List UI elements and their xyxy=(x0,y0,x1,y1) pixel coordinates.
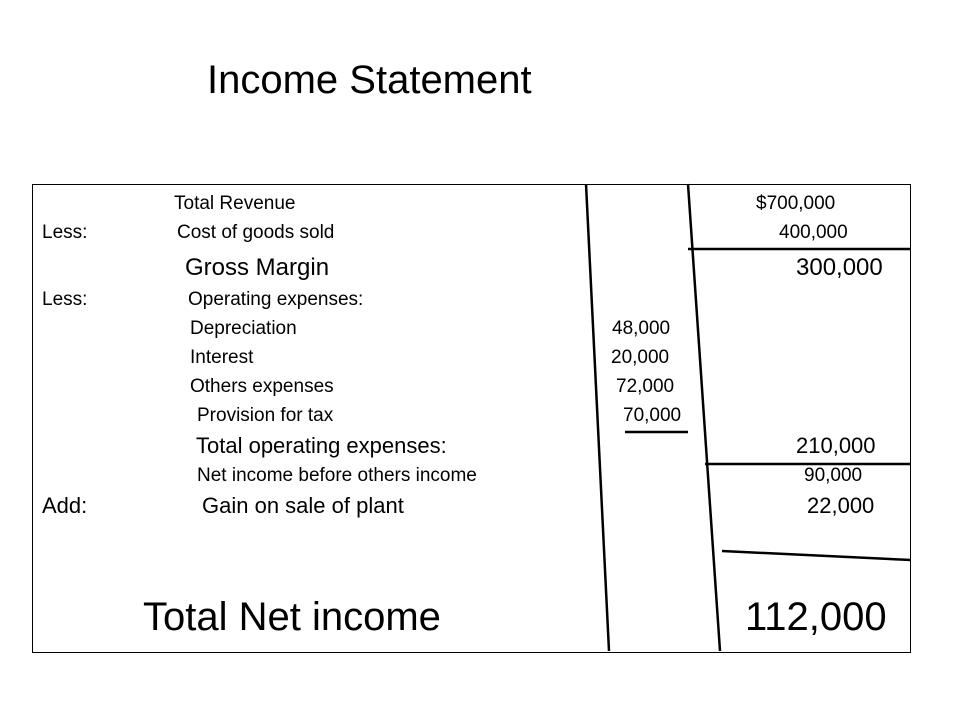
other-expenses-label: Others expenses xyxy=(190,376,334,397)
interest-label: Interest xyxy=(190,347,254,368)
gross-margin-label: Gross Margin xyxy=(185,254,330,281)
cogs-amount: 400,000 xyxy=(779,222,848,243)
operating-prefix: Less: xyxy=(42,289,88,310)
total-net-income-label: Total Net income xyxy=(143,595,441,639)
operating-header-label: Operating expenses: xyxy=(188,289,364,310)
gain-amount: 22,000 xyxy=(807,493,875,518)
gain-prefix: Add: xyxy=(42,493,88,518)
total-operating-amount: 210,000 xyxy=(796,433,876,458)
statement-box xyxy=(32,184,911,653)
provision-tax-label: Provision for tax xyxy=(197,405,334,426)
provision-tax-amount: 70,000 xyxy=(623,405,682,426)
page-title: Income Statement xyxy=(207,58,532,102)
interest-amount: 20,000 xyxy=(611,347,670,368)
gross-margin-amount: 300,000 xyxy=(796,254,883,281)
net-before-other-label: Net income before others income xyxy=(197,465,477,486)
gain-label: Gain on sale of plant xyxy=(202,493,404,518)
total-net-income-amount: 112,000 xyxy=(745,595,887,639)
total-revenue-amount: $700,000 xyxy=(756,193,836,214)
total-operating-label: Total operating expenses: xyxy=(196,433,447,458)
other-expenses-amount: 72,000 xyxy=(616,376,675,397)
net-before-other-amount: 90,000 xyxy=(804,465,863,486)
depreciation-amount: 48,000 xyxy=(612,318,671,339)
total-revenue-label: Total Revenue xyxy=(174,193,296,214)
cogs-prefix: Less: xyxy=(42,222,88,243)
cogs-label: Cost of goods sold xyxy=(177,222,335,243)
depreciation-label: Depreciation xyxy=(190,318,297,339)
